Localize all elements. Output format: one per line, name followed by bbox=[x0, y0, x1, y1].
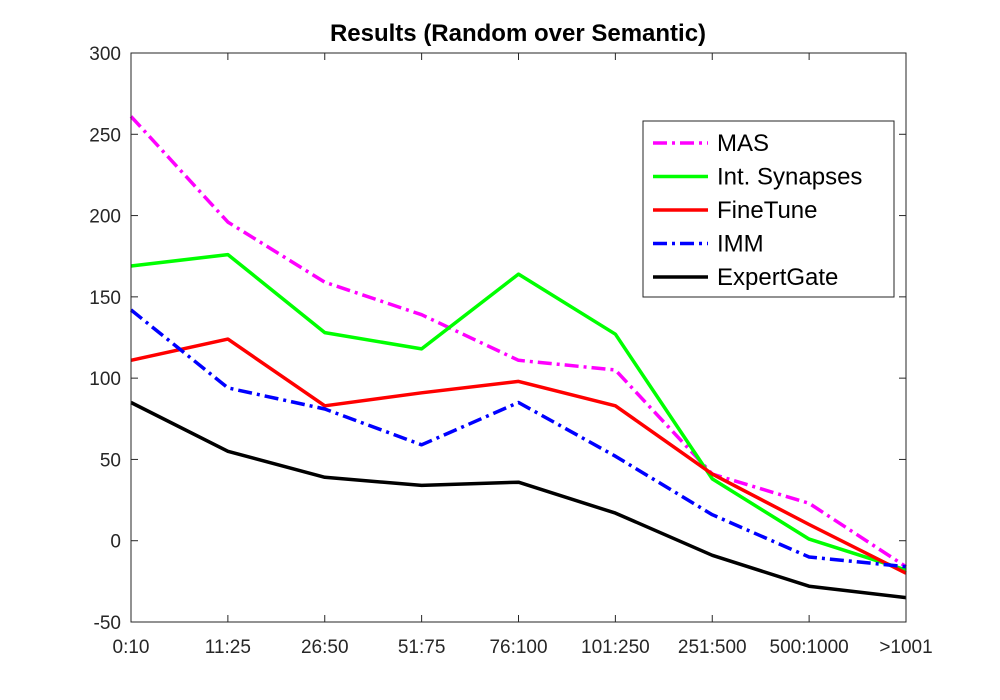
legend-items: MAS Int. Synapses FineTune IMM ExpertGate bbox=[653, 130, 862, 291]
x-tick-label: 51:75 bbox=[398, 637, 446, 658]
series-layer bbox=[129, 115, 907, 600]
y-tick-label: 0 bbox=[110, 532, 121, 553]
y-tick-label: 250 bbox=[89, 125, 121, 146]
legend-entry-expertgate: ExpertGate bbox=[653, 264, 838, 291]
y-tick-label: -50 bbox=[94, 613, 121, 634]
x-tick-label: >1001 bbox=[879, 637, 932, 658]
y-tick-label: 150 bbox=[89, 288, 121, 309]
x-tick-label: 0:10 bbox=[113, 637, 150, 658]
tick-layer: 0:10 11:25 26:50 51:75 76:100 101:250 251:500 5… bbox=[89, 44, 932, 658]
series-line-expertgate bbox=[130, 400, 907, 600]
x-tick-label: 101:250 bbox=[581, 637, 650, 658]
series-line-imm bbox=[129, 308, 907, 569]
x-tick-label: 76:100 bbox=[489, 637, 547, 658]
y-tick-label: 200 bbox=[89, 207, 121, 228]
legend-entry-mas: MAS bbox=[653, 130, 769, 157]
series-line-mas bbox=[129, 115, 907, 569]
x-tick-label: 251:500 bbox=[678, 637, 747, 658]
legend-entry-int-synapses: Int. Synapses bbox=[653, 164, 862, 191]
legend-label: FineTune bbox=[717, 197, 818, 224]
legend-label: IMM bbox=[717, 231, 764, 258]
x-tick-label: 500:1000 bbox=[770, 637, 849, 658]
legend-label: MAS bbox=[717, 130, 769, 157]
y-tick-label: 50 bbox=[100, 450, 121, 471]
x-tick-label: 11:25 bbox=[205, 637, 251, 658]
chart-title: Results (Random over Semantic) bbox=[330, 20, 706, 47]
y-tick-label: 100 bbox=[89, 369, 121, 390]
legend: MAS Int. Synapses FineTune IMM ExpertGate bbox=[642, 120, 895, 298]
legend-label: ExpertGate bbox=[717, 264, 838, 291]
legend-entry-finetune: FineTune bbox=[653, 197, 818, 224]
x-tick-label: 26:50 bbox=[301, 637, 349, 658]
series-line-int-synapses bbox=[130, 252, 907, 572]
legend-entry-imm: IMM bbox=[653, 231, 764, 258]
series-line-finetune bbox=[130, 337, 907, 575]
y-tick-label: 300 bbox=[89, 44, 121, 65]
legend-label: Int. Synapses bbox=[717, 164, 862, 191]
